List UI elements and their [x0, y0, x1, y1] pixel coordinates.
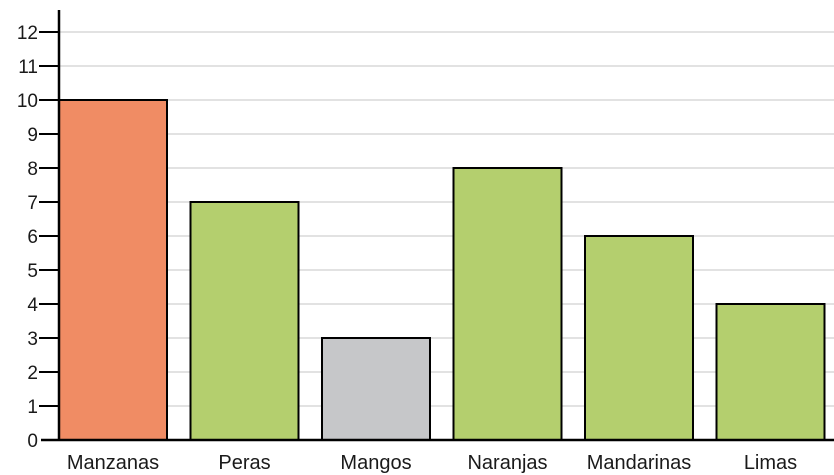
y-tick-label-2: 2 [27, 363, 38, 384]
x-label-peras: Peras [218, 452, 270, 474]
x-label-mangos: Mangos [340, 452, 411, 474]
y-tick-label-9: 9 [27, 125, 38, 146]
y-tick-label-1: 1 [27, 397, 38, 418]
x-label-manzanas: Manzanas [67, 452, 159, 474]
y-tick-label-0: 0 [27, 431, 38, 452]
x-label-limas: Limas [744, 452, 797, 474]
y-tick-label-10: 10 [17, 91, 38, 112]
bar-limas [715, 303, 826, 441]
y-tick-label-12: 12 [17, 23, 38, 44]
y-tick-label-4: 4 [27, 295, 38, 316]
y-tick-label-3: 3 [27, 329, 38, 350]
y-tick-label-5: 5 [27, 261, 38, 282]
bars [58, 99, 826, 441]
x-label-naranjas: Naranjas [467, 452, 547, 474]
gridlines [59, 31, 834, 407]
bar-peras [189, 201, 300, 441]
axes [41, 10, 834, 442]
y-tick-label-6: 6 [27, 227, 38, 248]
bar-naranjas [452, 167, 563, 441]
x-label-mandarinas: Mandarinas [587, 452, 692, 474]
x-labels: Manzanas Peras Mangos Naranjas Mandarinas Lim… [67, 452, 797, 474]
y-tick-label-8: 8 [27, 159, 38, 180]
bar-mangos [321, 337, 431, 441]
bar-mandarinas [584, 235, 694, 441]
y-tick-label-7: 7 [27, 193, 38, 214]
y-tick-label-11: 11 [18, 57, 38, 78]
bar-manzanas [58, 99, 168, 441]
